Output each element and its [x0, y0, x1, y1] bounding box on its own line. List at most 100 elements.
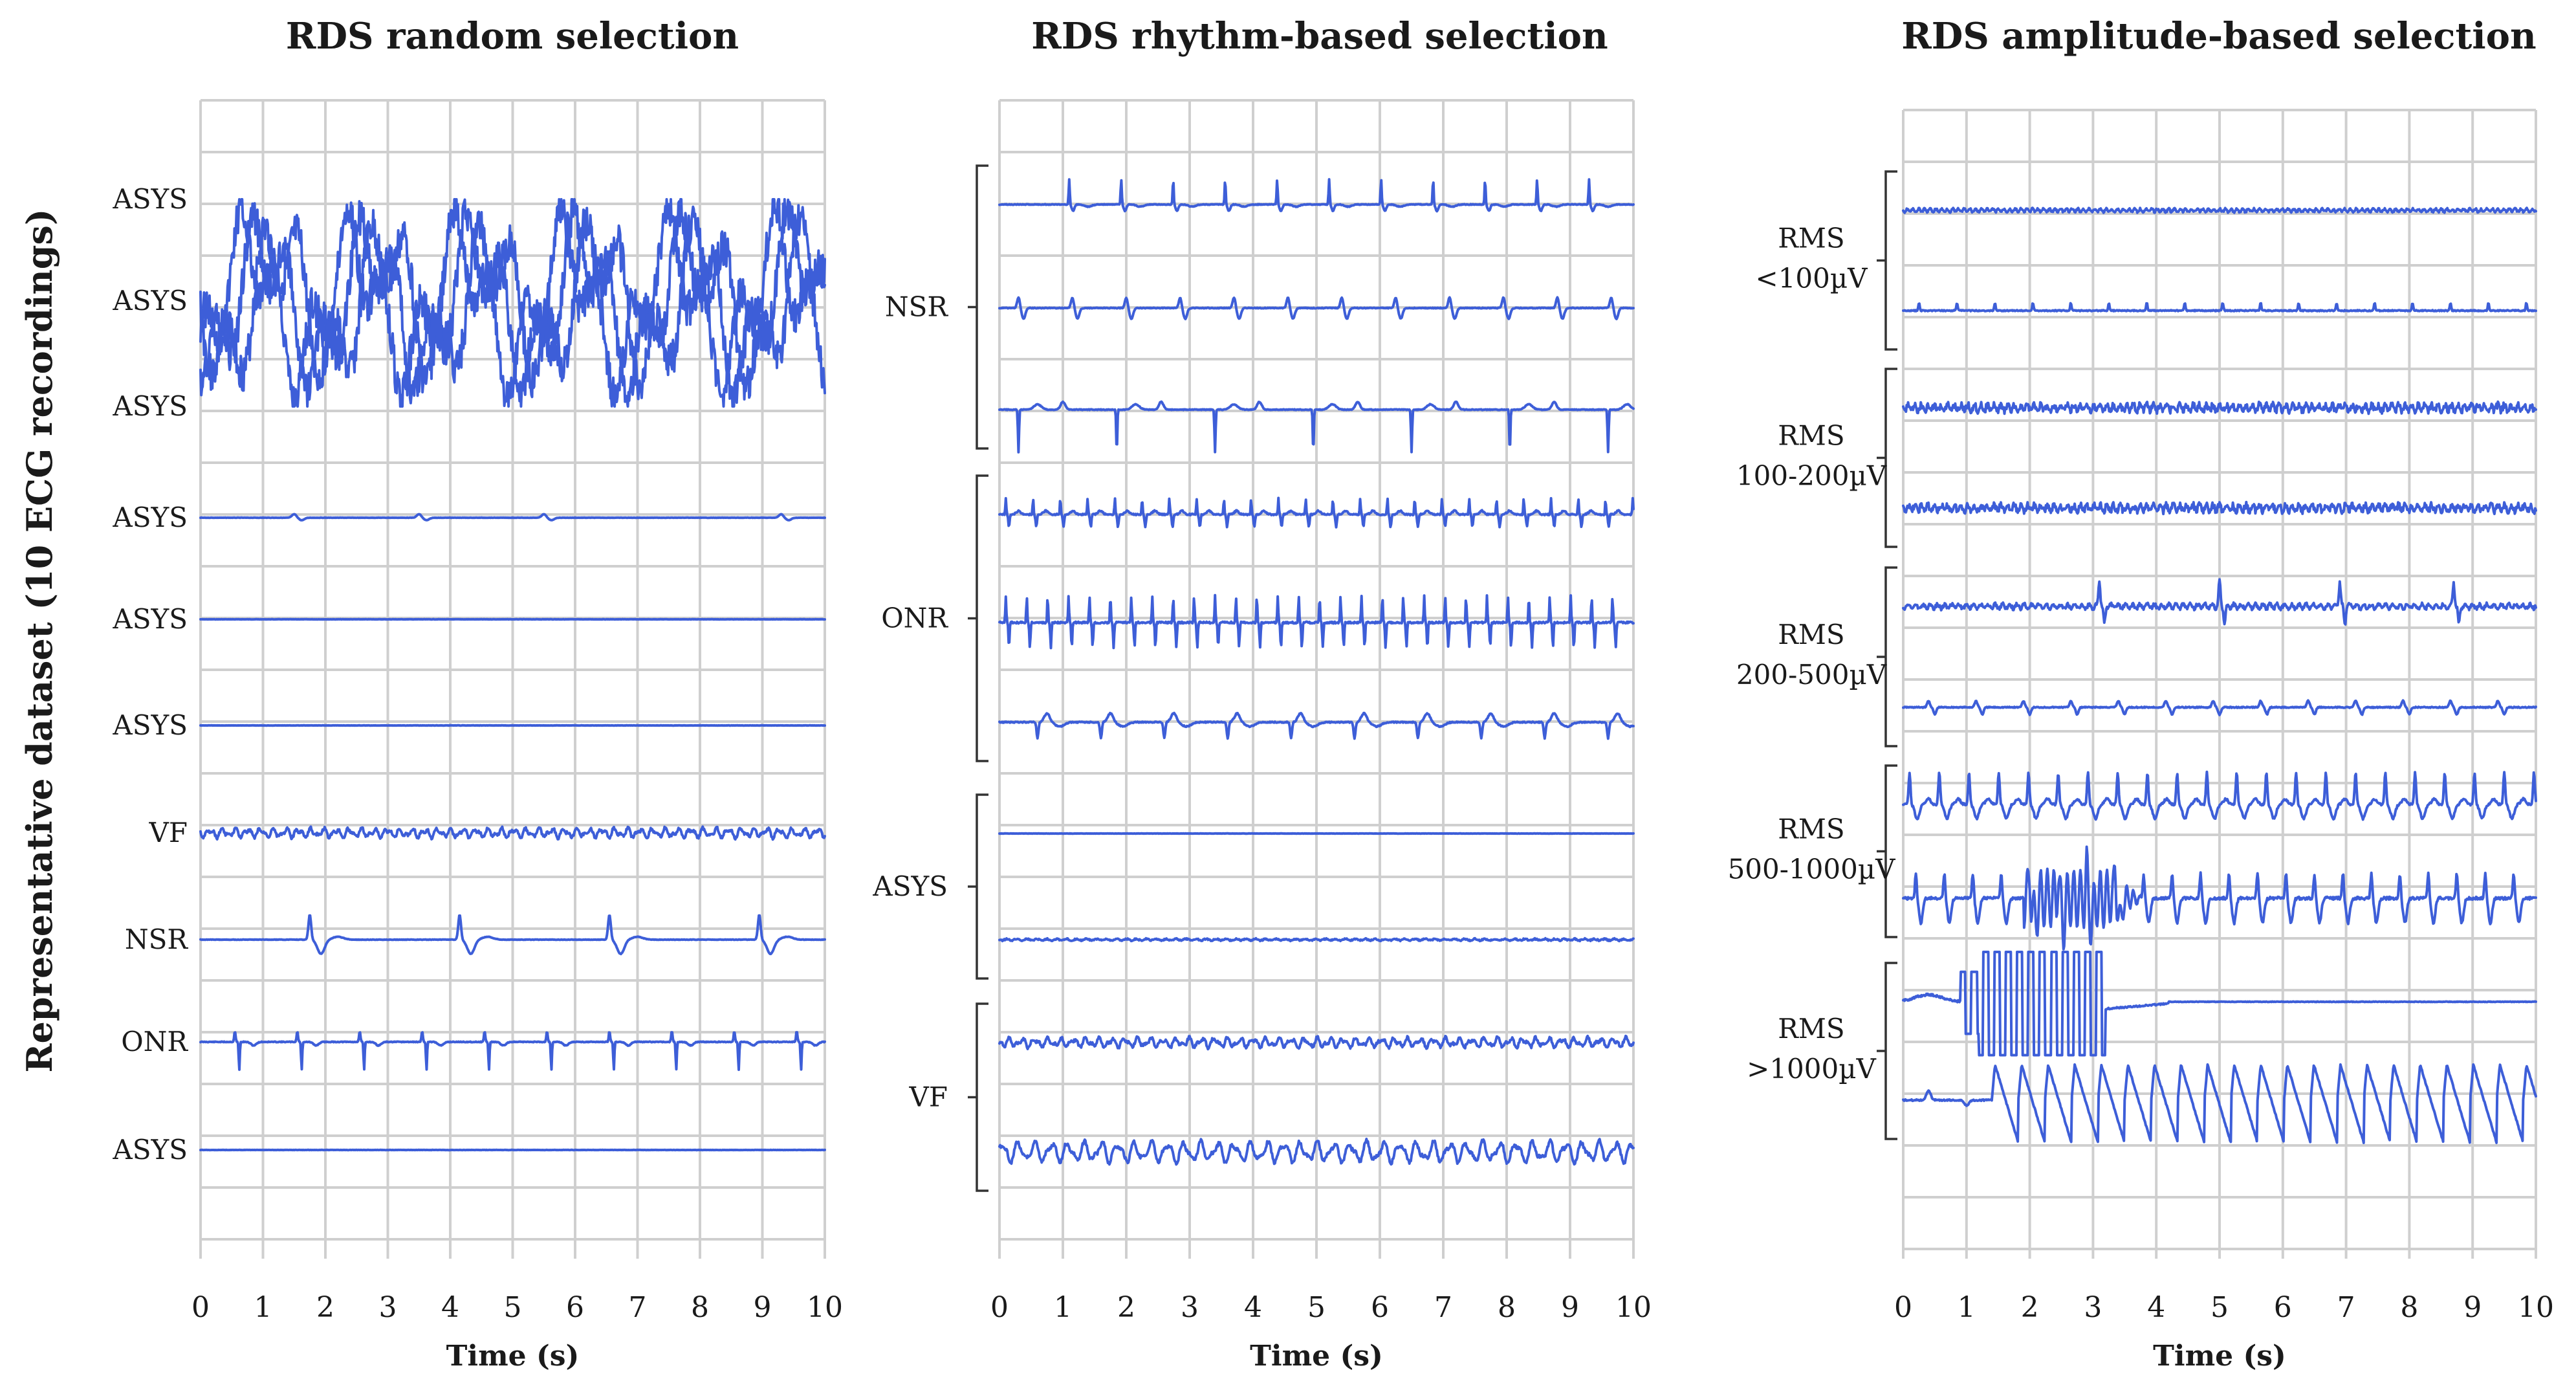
ecg-trace-rms-100-200-v — [1902, 400, 2537, 415]
x-tick-label: 8 — [1498, 1291, 1516, 1324]
x-tick-label: 2 — [2021, 1291, 2039, 1324]
group-label: 200-500µV — [1736, 659, 1887, 690]
x-tick-label: 7 — [2337, 1291, 2355, 1324]
x-tick-label: 5 — [2210, 1291, 2229, 1324]
y-axis-label: Representative dataset (10 ECG recording… — [19, 209, 60, 1073]
x-tick-label: 10 — [2518, 1291, 2554, 1324]
ecg-trace-asys — [199, 198, 826, 408]
chart-title: RDS random selection — [286, 15, 739, 58]
row-label: VF — [149, 817, 188, 848]
x-tick-label: 8 — [2400, 1291, 2418, 1324]
row-label: ASYS — [112, 1134, 188, 1166]
ecg-trace-onr — [199, 1031, 826, 1071]
x-tick-label: 5 — [504, 1291, 522, 1324]
ecg-trace-rms-200-500-v — [1902, 578, 2537, 626]
row-label: ASYS — [112, 390, 188, 422]
ecg-trace-rms-500-1000-v — [1902, 770, 2537, 821]
row-label: ASYS — [112, 603, 188, 635]
x-tick-label: 10 — [1615, 1291, 1652, 1324]
chart-title: RDS rhythm-based selection — [1031, 15, 1608, 58]
chart-panel-1: RDS rhythm-based selection 0 1 2 3 4 5 6 7 8 9 10 Ti… — [872, 15, 1652, 1373]
ecg-trace-asys — [199, 198, 826, 408]
ecg-trace-onr — [998, 593, 1635, 650]
ecg-trace-nsr — [998, 400, 1635, 454]
ecg-trace-vf — [998, 1034, 1635, 1051]
ecg-trace-asys — [199, 204, 826, 401]
group-label: <100µV — [1756, 263, 1868, 294]
group-label: VF — [909, 1081, 948, 1113]
x-axis-label: Time (s) — [446, 1340, 580, 1373]
grid — [199, 99, 826, 1259]
ecg-trace-vf — [998, 1138, 1635, 1166]
chart-title: RDS amplitude-based selection — [1901, 15, 2537, 58]
x-tick-label: 6 — [1371, 1291, 1389, 1324]
x-tick-label: 10 — [807, 1291, 843, 1324]
grid — [1902, 109, 2537, 1259]
row-label: ASYS — [112, 709, 188, 741]
ecg-trace-onr — [998, 711, 1635, 740]
x-tick-label: 1 — [1054, 1291, 1072, 1324]
ecg-trace-rms-500-1000-v — [1902, 845, 2537, 951]
ecg-trace-onr — [998, 496, 1635, 529]
ecg-trace-rms-1000-v — [1902, 1063, 2537, 1144]
ecg-trace-asys — [199, 513, 826, 522]
x-tick-label: 9 — [1561, 1291, 1579, 1324]
group-label: RMS — [1778, 619, 1844, 650]
group-label: NSR — [885, 291, 949, 323]
group-label: 500-1000µV — [1728, 854, 1896, 885]
row-label: ASYS — [112, 183, 188, 215]
x-tick-label: 4 — [2147, 1291, 2165, 1324]
chart-panel-0: RDS random selection 0 1 2 3 4 5 6 7 8 9 10 Time (s)… — [112, 15, 843, 1373]
row-label: ONR — [121, 1026, 188, 1057]
group-brace — [968, 793, 988, 980]
x-tick-label: 3 — [2084, 1291, 2102, 1324]
x-tick-label: 1 — [254, 1291, 272, 1324]
x-tick-label: 6 — [2274, 1291, 2292, 1324]
group-label: RMS — [1778, 1013, 1844, 1044]
row-label: NSR — [125, 923, 189, 955]
x-tick-label: 0 — [990, 1291, 1009, 1324]
group-label: >1000µV — [1747, 1053, 1876, 1085]
ecg-trace-nsr — [998, 296, 1635, 320]
group-label: RMS — [1778, 420, 1844, 452]
x-axis-label: Time (s) — [2153, 1340, 2286, 1373]
group-brace — [1877, 368, 1897, 548]
x-axis-label: Time (s) — [1250, 1340, 1383, 1373]
x-tick-label: 3 — [1181, 1291, 1199, 1324]
group-label: RMS — [1778, 813, 1844, 845]
x-tick-label: 1 — [1958, 1291, 1976, 1324]
x-tick-label: 0 — [191, 1291, 210, 1324]
row-label: ASYS — [112, 502, 188, 533]
group-label: RMS — [1778, 223, 1844, 254]
group-brace — [1877, 764, 1897, 938]
ecg-trace-nsr — [199, 914, 826, 956]
x-tick-label: 4 — [1244, 1291, 1262, 1324]
x-tick-label: 8 — [691, 1291, 709, 1324]
x-tick-label: 2 — [1117, 1291, 1135, 1324]
group-label: 100-200µV — [1736, 460, 1887, 492]
x-tick-label: 7 — [629, 1291, 647, 1324]
grid — [998, 99, 1635, 1259]
x-tick-label: 2 — [316, 1291, 334, 1324]
x-tick-label: 4 — [441, 1291, 459, 1324]
group-brace — [1877, 566, 1897, 747]
ecg-trace-asys — [998, 936, 1635, 943]
group-brace — [968, 1002, 988, 1192]
group-brace — [968, 164, 988, 450]
x-tick-label: 7 — [1434, 1291, 1452, 1324]
x-tick-label: 0 — [1894, 1291, 1912, 1324]
ecg-trace-rms-100-v — [1902, 302, 2537, 313]
ecg-trace-nsr — [998, 178, 1635, 213]
ecg-trace-rms-1000-v — [1902, 951, 2537, 1057]
group-brace — [968, 474, 988, 762]
x-tick-label: 6 — [566, 1291, 584, 1324]
group-label: ONR — [881, 602, 948, 634]
ecg-trace-rms-200-500-v — [1902, 699, 2537, 716]
ecg-trace-rms-100-200-v — [1902, 500, 2537, 516]
group-label: ASYS — [872, 870, 948, 902]
ecg-trace-rms-100-v — [1902, 206, 2537, 214]
chart-panel-2: RDS amplitude-based selection 0 1 2 3 4 5 6 7 8 9 1… — [1728, 15, 2554, 1373]
x-tick-label: 5 — [1307, 1291, 1326, 1324]
x-tick-label: 3 — [379, 1291, 397, 1324]
